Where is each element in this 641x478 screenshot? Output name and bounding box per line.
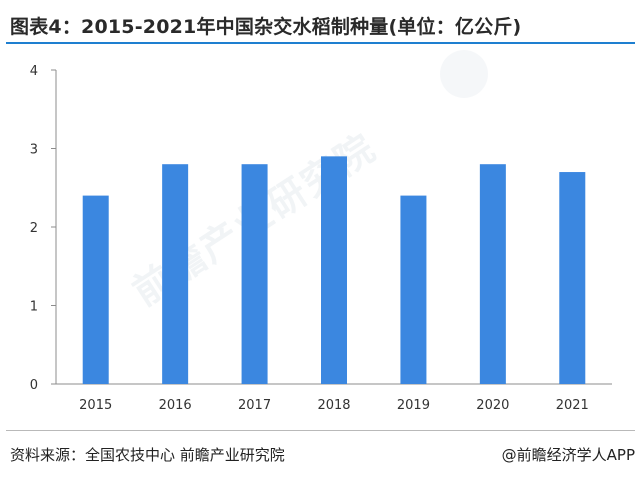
y-tick-label: 3 xyxy=(30,143,38,158)
bar xyxy=(82,195,109,384)
y-tick-label: 1 xyxy=(30,300,38,315)
y-tick-label: 4 xyxy=(30,64,38,79)
bar xyxy=(162,164,189,384)
bar-chart: 0 1 2 3 4 2015 2016 2017 2018 2019 2020 2021 xyxy=(30,64,612,413)
footer-divider xyxy=(6,430,635,431)
x-tick-label: 2018 xyxy=(317,398,350,413)
bar xyxy=(559,172,586,384)
x-tick-label: 2017 xyxy=(238,398,271,413)
x-tick-label: 2021 xyxy=(556,398,589,413)
title-underline xyxy=(6,42,635,44)
x-tick-label: 2016 xyxy=(159,398,192,413)
chart-title: 图表4：2015-2021年中国杂交水稻制种量(单位：亿公斤) xyxy=(10,16,522,38)
x-tick-label: 2015 xyxy=(79,398,112,413)
x-tick-label: 2020 xyxy=(476,398,509,413)
credit-note: @前瞻经济学人APP xyxy=(501,446,635,464)
bar xyxy=(400,195,427,384)
y-tick-label: 0 xyxy=(30,378,38,393)
y-tick-label: 2 xyxy=(30,221,38,236)
x-tick-label: 2019 xyxy=(397,398,430,413)
bar xyxy=(479,164,506,384)
bar xyxy=(321,156,347,384)
bar xyxy=(241,164,268,384)
source-note: 资料来源：全国农技中心 前瞻产业研究院 xyxy=(10,446,285,464)
